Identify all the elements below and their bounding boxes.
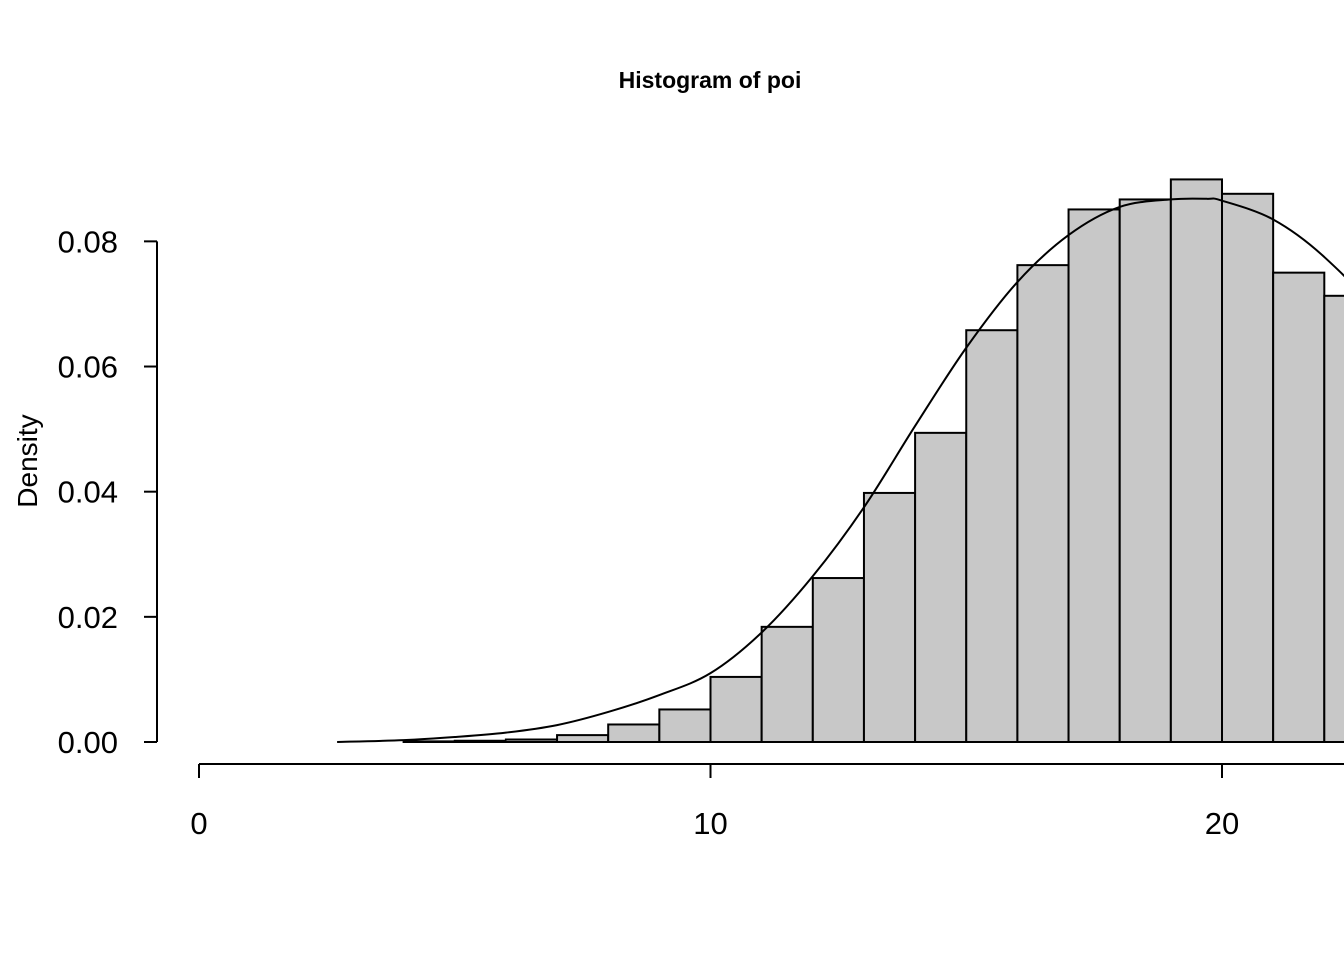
histogram-bar	[1323, 294, 1344, 743]
chart-title: Histogram of poi	[619, 67, 802, 93]
histogram-bar	[811, 577, 865, 743]
density-curve-group	[337, 197, 1344, 743]
y-axis: 0.00 0.02 0.04 0.06 0.08	[58, 224, 158, 760]
histogram-bar	[1016, 264, 1070, 743]
y-tick-label: 0.04	[58, 475, 118, 510]
y-tick-label: 0.06	[58, 350, 118, 385]
x-tick-label: 0	[190, 806, 207, 841]
histogram-bar	[402, 740, 456, 743]
histogram-bar	[1221, 192, 1275, 744]
x-axis: 010203040	[190, 763, 1344, 841]
histogram-bar	[914, 431, 968, 743]
y-tick-label: 0.00	[58, 725, 118, 760]
histogram-bar	[1118, 198, 1172, 743]
histogram-bar	[862, 491, 917, 743]
histogram-bar	[965, 329, 1019, 743]
y-tick-label: 0.02	[58, 600, 118, 635]
histogram-bar	[1067, 208, 1121, 743]
density-curve	[337, 197, 1344, 743]
bars	[402, 178, 1344, 744]
x-tick-label: 10	[693, 806, 727, 841]
histogram-bar	[658, 708, 712, 744]
y-tick-label: 0.08	[58, 224, 118, 259]
histogram-bar	[556, 734, 610, 743]
x-tick-label: 20	[1205, 806, 1239, 841]
histogram-bar	[760, 625, 814, 743]
y-axis-label: Density	[12, 414, 43, 507]
histogram-bar	[709, 675, 763, 743]
histogram-bar	[607, 723, 661, 743]
histogram-bar	[1169, 178, 1223, 744]
histogram-bar	[504, 738, 559, 743]
histogram-bar	[1272, 271, 1326, 743]
histogram-bar	[453, 739, 507, 743]
